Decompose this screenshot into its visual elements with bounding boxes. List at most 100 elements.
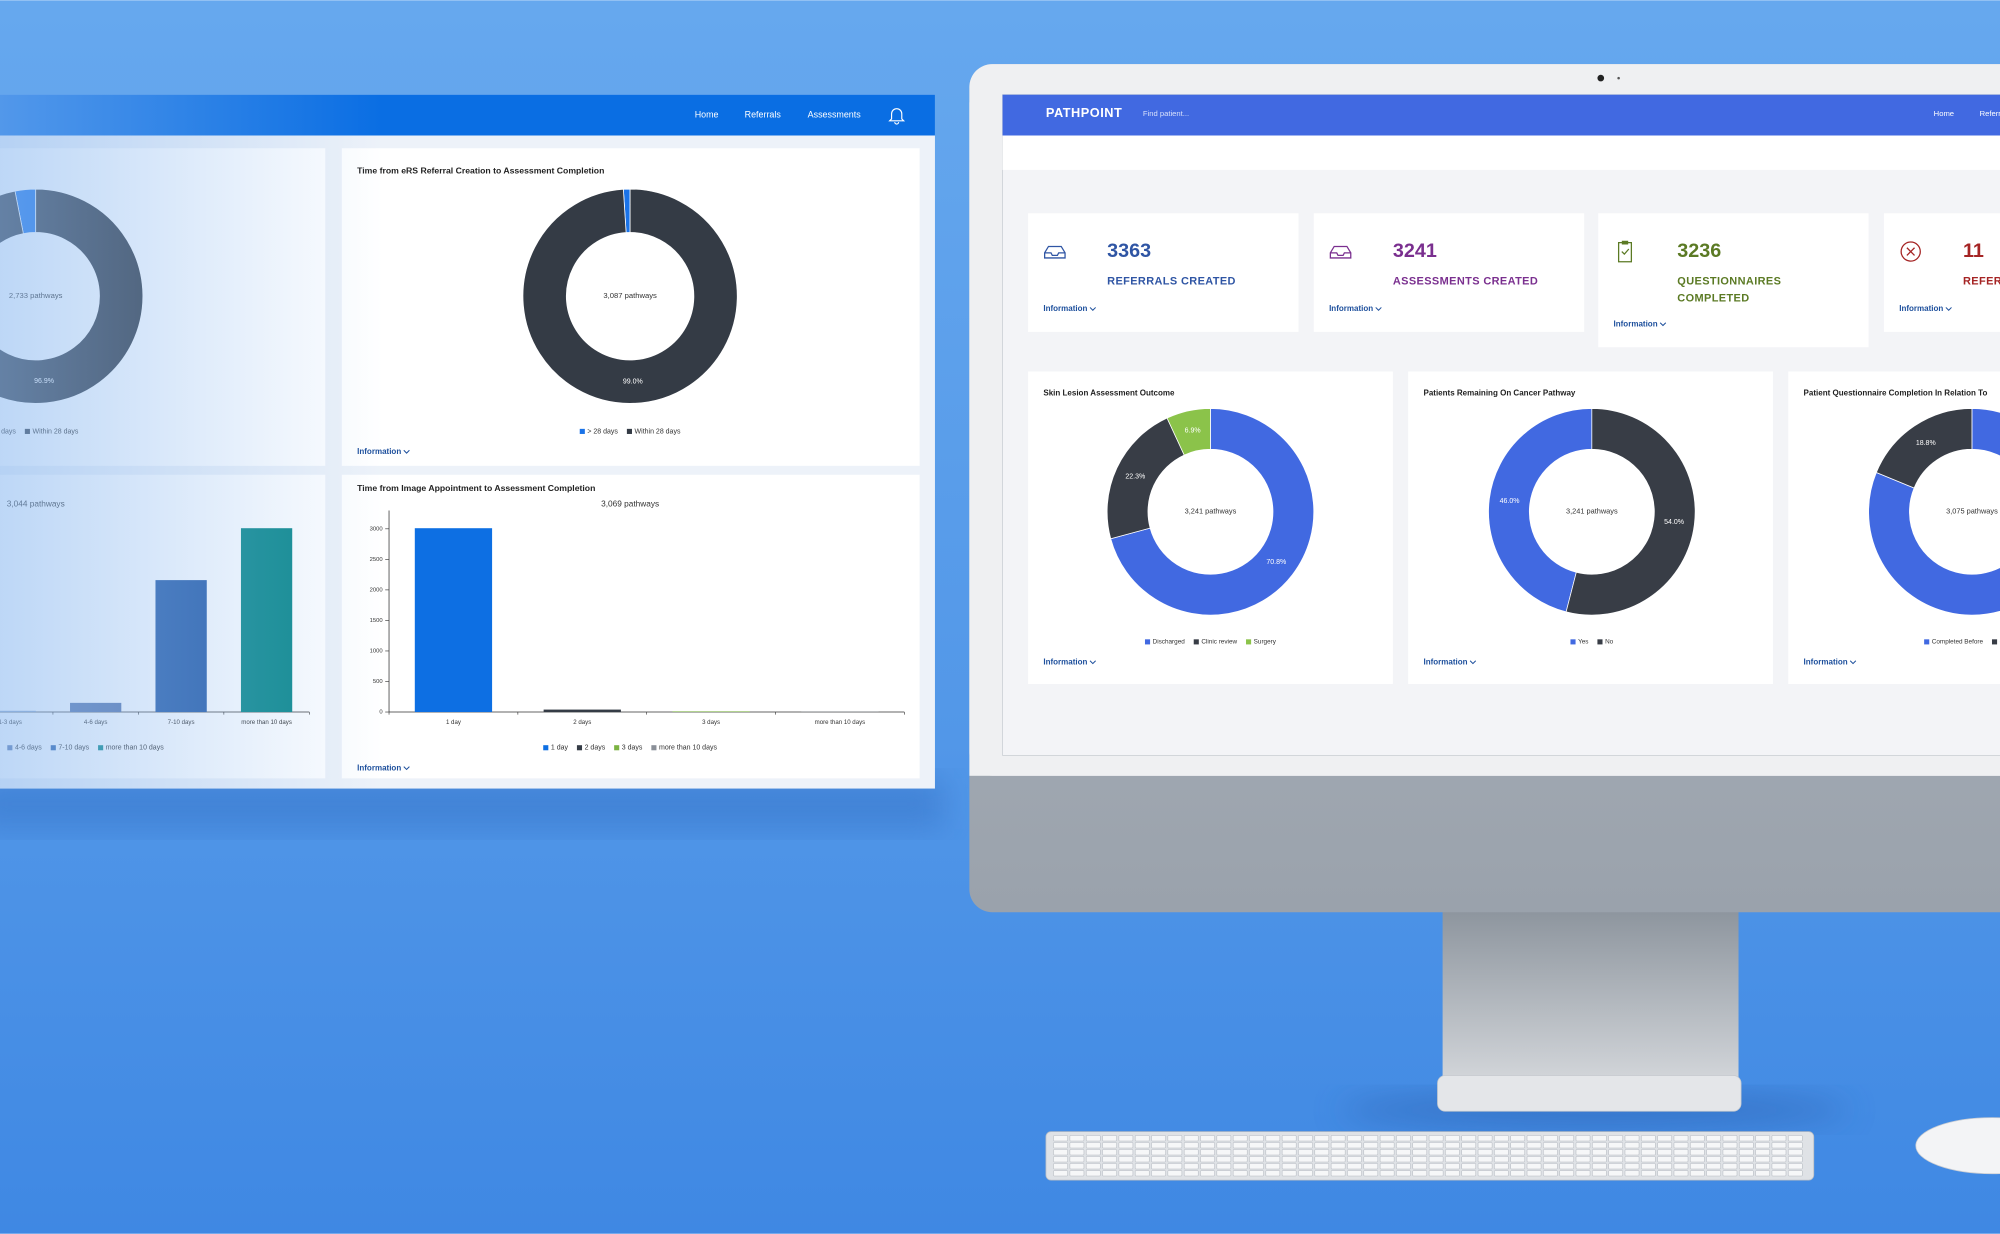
key (1657, 1170, 1672, 1177)
legend-label: 3 days (622, 745, 643, 752)
key (1494, 1156, 1509, 1163)
key (1347, 1170, 1362, 1177)
nav-link[interactable]: Referrals (1980, 109, 2000, 118)
key (1265, 1156, 1281, 1163)
chevron (403, 449, 410, 454)
key (1722, 1135, 1738, 1142)
key (1428, 1156, 1444, 1163)
key (1102, 1170, 1117, 1177)
key (1592, 1149, 1607, 1156)
key (1265, 1142, 1281, 1149)
key (1641, 1163, 1656, 1170)
key (1428, 1149, 1444, 1156)
key (1722, 1170, 1738, 1177)
brand[interactable]: PATHPOINT (1046, 105, 1122, 120)
key (1412, 1156, 1428, 1163)
key (1445, 1149, 1460, 1156)
nav-link[interactable]: Assessments (808, 109, 862, 119)
key (1543, 1163, 1558, 1170)
key (1281, 1135, 1297, 1142)
info-link[interactable]: Information (1043, 657, 1087, 666)
key (1477, 1170, 1493, 1177)
nav-link[interactable]: Referrals (745, 109, 782, 119)
key (1298, 1163, 1313, 1170)
nav-link[interactable]: Home (1934, 109, 1954, 118)
key (1118, 1149, 1134, 1156)
chart-title: Skin Lesion Assessment Outcome (1043, 388, 1175, 397)
key (1232, 1135, 1248, 1142)
legend-swatch (579, 428, 585, 434)
key (1232, 1170, 1248, 1177)
key (1069, 1170, 1085, 1177)
nav-link[interactable]: Home (695, 109, 719, 119)
key (1151, 1149, 1166, 1156)
key (1608, 1149, 1623, 1156)
value-label: 22.3% (1125, 474, 1145, 481)
key (1559, 1149, 1574, 1156)
key (1183, 1135, 1199, 1142)
key (1461, 1135, 1477, 1142)
key (1379, 1135, 1395, 1142)
key (1200, 1170, 1215, 1177)
legend-label: Clinic review (1201, 639, 1237, 646)
key (1641, 1135, 1656, 1142)
stat-value: 3363 (1107, 240, 1151, 262)
chart-annotation: 3,069 pathways (601, 498, 659, 508)
info-link[interactable]: Information (1614, 319, 1658, 328)
chevron (1375, 307, 1382, 311)
key (1641, 1156, 1656, 1163)
key (1118, 1135, 1134, 1142)
key (1494, 1170, 1509, 1177)
key (1428, 1163, 1444, 1170)
key (1200, 1135, 1215, 1142)
key (1771, 1156, 1787, 1163)
stat-icon (1906, 247, 1915, 256)
key (1314, 1170, 1330, 1177)
key (1543, 1156, 1558, 1163)
key (1445, 1163, 1460, 1170)
legend-swatch (576, 745, 583, 751)
key (1085, 1149, 1101, 1156)
legend-swatch (651, 745, 657, 751)
key (1739, 1142, 1754, 1149)
info-link[interactable]: Information (1423, 657, 1467, 666)
info-link[interactable]: Information (1899, 304, 1943, 313)
key (1232, 1163, 1248, 1170)
key (1624, 1142, 1640, 1149)
value-label: 99.0% (623, 378, 643, 385)
legend-swatch (1991, 639, 1998, 645)
key (1706, 1142, 1721, 1149)
info-link[interactable]: Information (1329, 304, 1373, 313)
key (1624, 1149, 1640, 1156)
key (1592, 1156, 1607, 1163)
key (1265, 1170, 1281, 1177)
key (1281, 1142, 1297, 1149)
donut-slice (522, 188, 738, 404)
key (1575, 1156, 1591, 1163)
bar (414, 528, 493, 713)
key (1118, 1170, 1134, 1177)
key (1624, 1163, 1640, 1170)
key (1706, 1156, 1721, 1163)
key (1249, 1170, 1264, 1177)
legend-label: > 28 days (587, 428, 618, 435)
key (1134, 1163, 1150, 1170)
info-link[interactable]: Information (1043, 304, 1087, 313)
legend-swatch (1597, 639, 1603, 645)
key (1559, 1163, 1574, 1170)
key (1347, 1135, 1362, 1142)
search-box[interactable]: Find patient... (1143, 109, 1189, 118)
key (1755, 1149, 1770, 1156)
key (1739, 1156, 1754, 1163)
key (1151, 1163, 1166, 1170)
key (1755, 1170, 1770, 1177)
key (1379, 1142, 1395, 1149)
key (1543, 1170, 1558, 1177)
key (1608, 1156, 1623, 1163)
key (1069, 1142, 1085, 1149)
key (1510, 1156, 1526, 1163)
info-link[interactable]: Information (1804, 657, 1848, 666)
key (1624, 1135, 1640, 1142)
x-tick-label: 3 days (702, 719, 720, 726)
bell-icon[interactable] (888, 108, 906, 125)
